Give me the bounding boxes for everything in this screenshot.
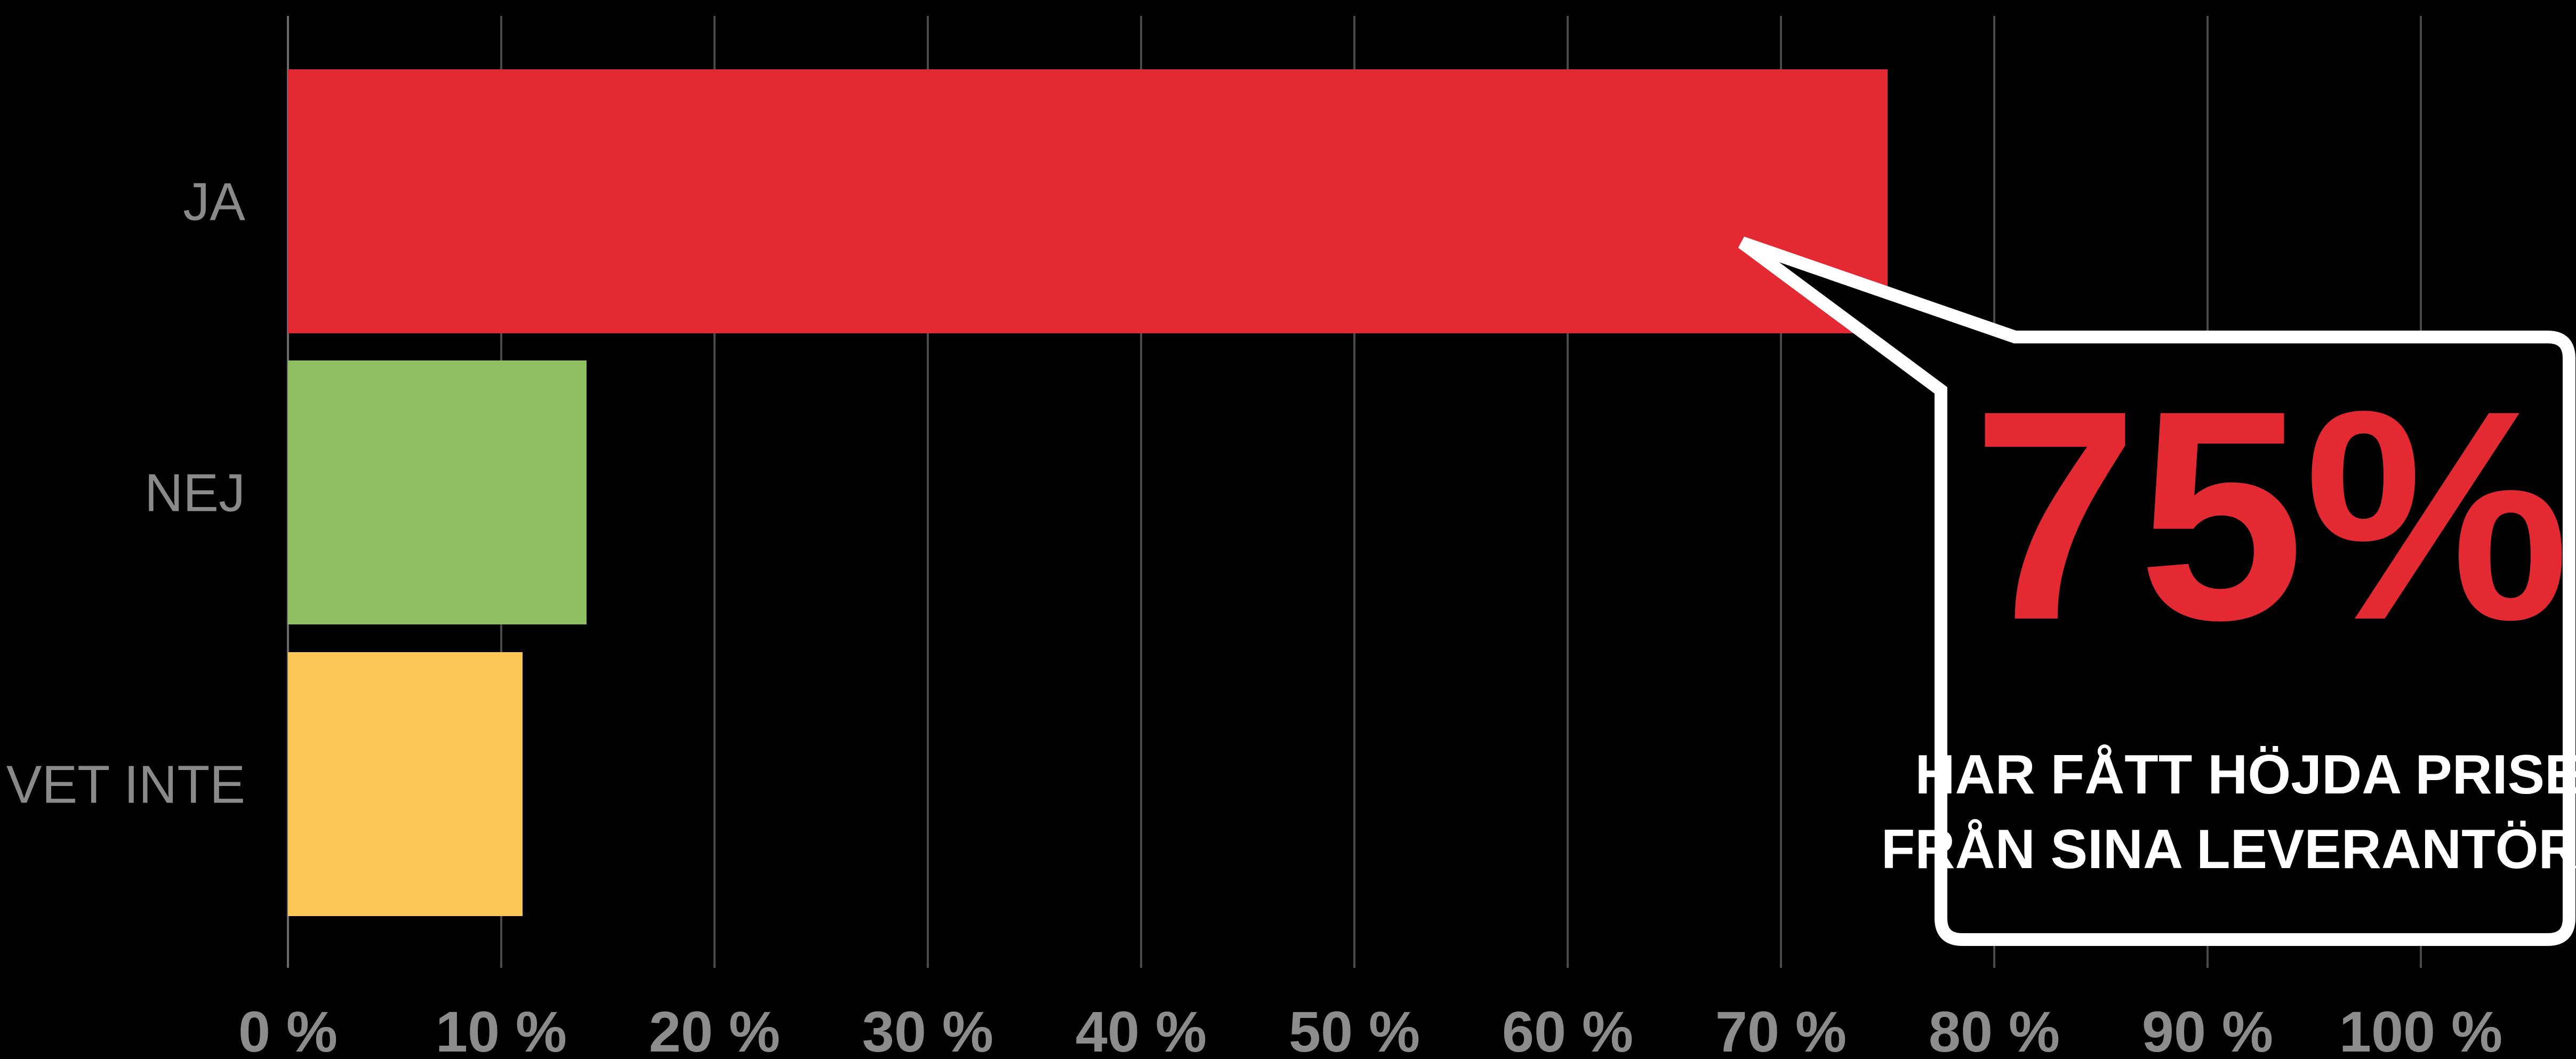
tick-label-0: 0 % [238, 999, 338, 1059]
callout-box [1738, 236, 2575, 946]
tick-label-50: 50 % [1289, 999, 1420, 1059]
category-label-vet-inte: VET INTE [6, 755, 245, 815]
x-tick-labels: 0 % 10 % 20 % 30 % 40 % 50 % 60 % 70 % 80 % 90 % 1… [238, 999, 2502, 1059]
tick-label-20: 20 % [649, 999, 780, 1059]
category-label-nej: NEJ [145, 463, 245, 523]
tick-label-90: 90 % [2142, 999, 2273, 1059]
callout-value: 75% [1972, 348, 2570, 682]
tick-label-60: 60 % [1502, 999, 1633, 1059]
category-label-ja: JA [183, 172, 245, 232]
bar-ja [288, 69, 1888, 333]
bars [288, 69, 1888, 916]
bar-nej [288, 360, 587, 624]
tick-label-100: 100 % [2339, 999, 2502, 1059]
callout-text-line-2: FRÅN SINA LEVERANTÖRER [1881, 819, 2576, 880]
tick-label-70: 70 % [1715, 999, 1847, 1059]
tick-label-40: 40 % [1076, 999, 1207, 1059]
tick-label-30: 30 % [862, 999, 993, 1059]
callout: 75% HAR FÅTT HÖJDA PRISER FRÅN SINA LEVE… [1738, 236, 2576, 946]
tick-label-80: 80 % [1929, 999, 2060, 1059]
bar-vet-inte [288, 652, 523, 916]
category-labels: JA NEJ VET INTE [6, 172, 246, 815]
tick-label-10: 10 % [436, 999, 567, 1059]
callout-text-line-1: HAR FÅTT HÖJDA PRISER [1915, 744, 2576, 806]
